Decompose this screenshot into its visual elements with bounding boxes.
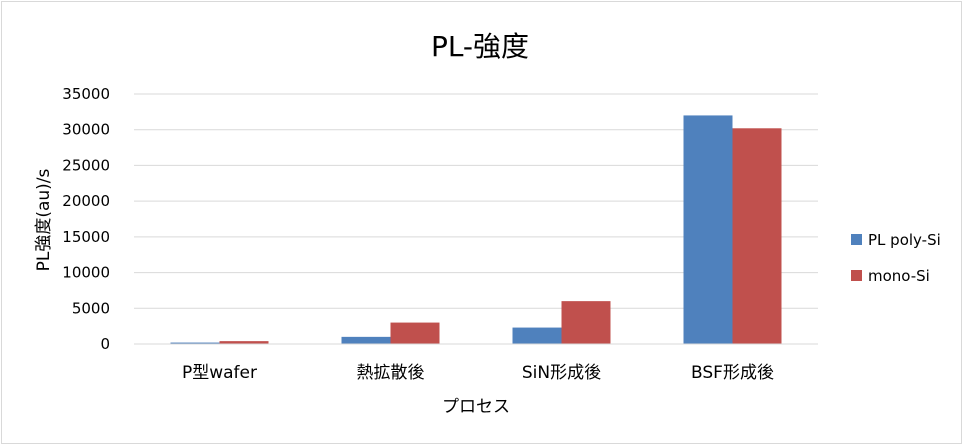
y-tick-labels: 0 5000 10000 15000 20000 25000 30000 35000 (62, 85, 110, 353)
bars (170, 115, 782, 344)
bar-pl-poly-si (683, 115, 733, 344)
x-tick-label: P型wafer (182, 363, 257, 383)
bar-mono-si (219, 341, 269, 344)
y-tick-label: 30000 (62, 121, 110, 139)
y-tick-label: 10000 (62, 264, 110, 282)
y-tick-label: 20000 (62, 192, 110, 210)
y-tick-label: 25000 (62, 156, 110, 174)
bar-pl-poly-si (341, 336, 391, 344)
y-tick-label: 35000 (62, 85, 110, 103)
x-tick-label: SiN形成後 (522, 363, 601, 383)
legend-label: PL poly-Si (868, 231, 941, 249)
bar-mono-si (732, 128, 782, 344)
y-tick-label: 15000 (62, 228, 110, 246)
bar-mono-si (561, 301, 611, 344)
x-tick-label: BSF形成後 (691, 363, 774, 383)
x-tick-labels: P型wafer 熱拡散後 SiN形成後 BSF形成後 (182, 363, 774, 383)
bar-pl-poly-si (170, 342, 220, 344)
legend-label: mono-Si (868, 267, 930, 285)
y-axis-label: PL強度(au)/s (34, 168, 54, 271)
legend-swatch (851, 270, 862, 281)
x-axis-label: プロセス (442, 397, 510, 417)
chart-title: PL-強度 (431, 30, 529, 63)
bar-pl-poly-si (512, 327, 562, 344)
legend: PL poly-Si mono-Si (851, 231, 941, 285)
y-tick-label: 5000 (72, 299, 110, 317)
bar-mono-si (390, 322, 440, 344)
x-tick-label: 熱拡散後 (357, 363, 425, 383)
legend-swatch (851, 234, 862, 245)
y-tick-label: 0 (100, 335, 110, 353)
